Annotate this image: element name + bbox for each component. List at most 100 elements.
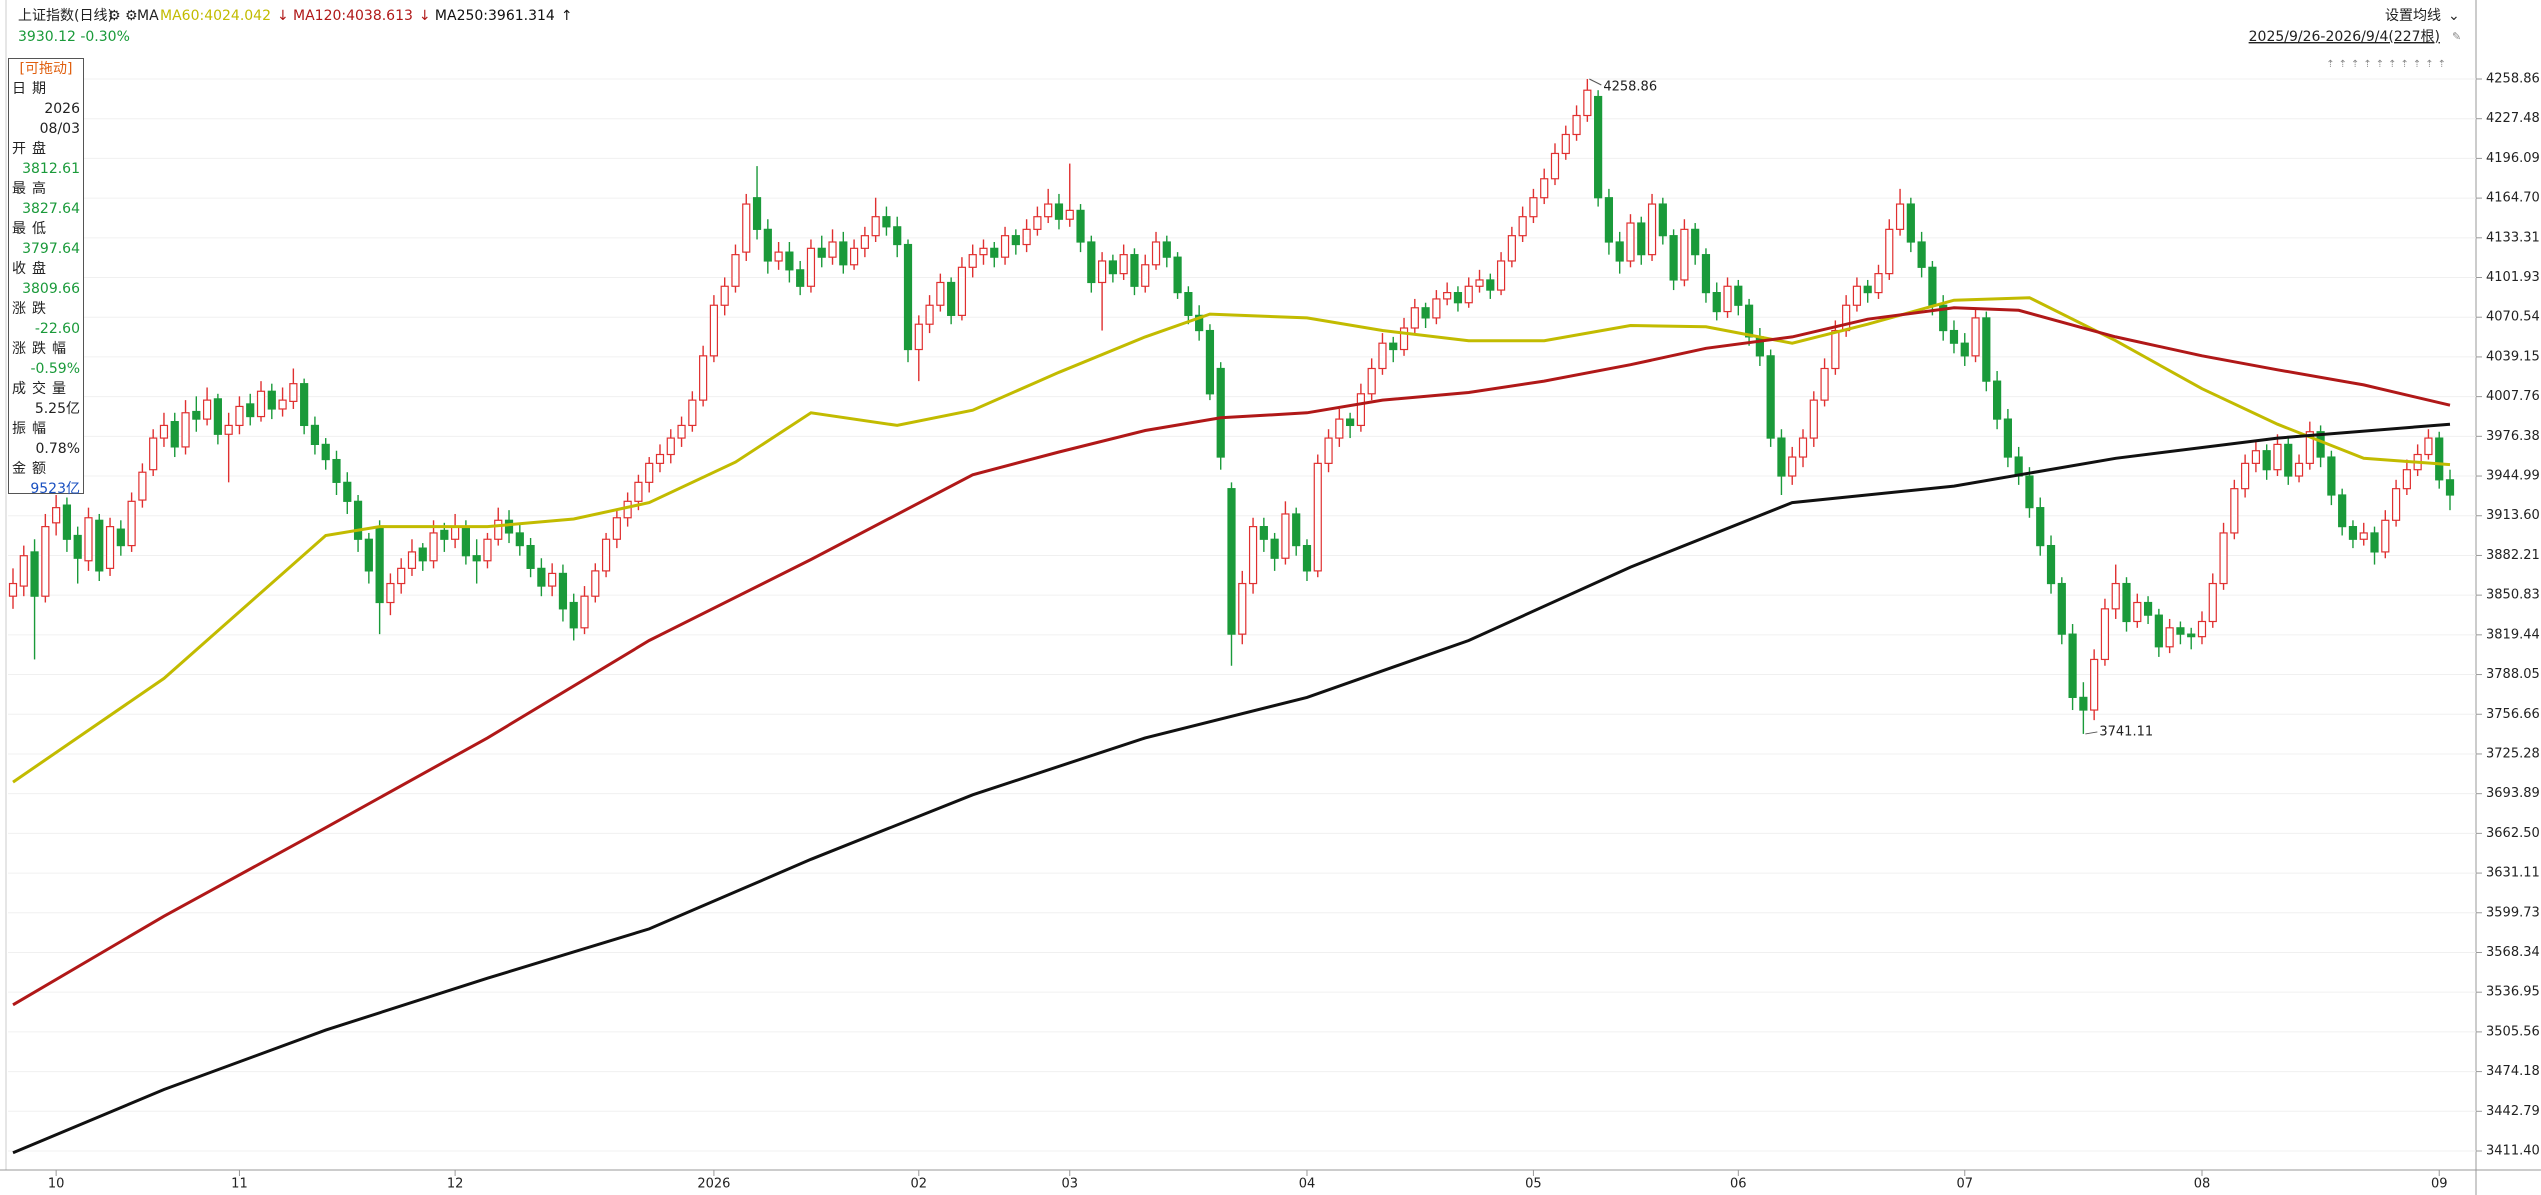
y-tick-label: 3662.50	[2486, 826, 2540, 841]
info-label: 振幅	[12, 421, 52, 437]
candle-body	[1691, 228, 1700, 256]
candle-body	[8, 582, 18, 597]
candle-body	[1313, 462, 1322, 572]
candle-body	[903, 243, 913, 351]
candle-body	[1195, 314, 1204, 332]
candle-body	[1496, 260, 1506, 291]
info-label: 最高	[12, 181, 52, 197]
candle-body	[2359, 532, 2368, 540]
info-label: 日期	[12, 81, 52, 97]
candle-body	[1895, 203, 1905, 230]
y-tick-label: 4070.54	[2486, 310, 2540, 325]
y-tick-label: 4039.15	[2486, 349, 2540, 364]
candle-body	[2046, 544, 2056, 585]
candle-body	[558, 572, 568, 610]
candle-body	[839, 241, 848, 266]
y-tick-label: 4227.48	[2486, 111, 2540, 126]
candle-body	[1594, 95, 1603, 199]
candle-body	[41, 526, 50, 597]
candle-body	[2187, 633, 2196, 638]
candle-body	[2100, 608, 2110, 661]
candle-body	[1680, 228, 1689, 281]
info-value: 2026	[44, 101, 80, 117]
candle-body	[1615, 241, 1624, 262]
x-tick-label: 07	[1956, 1177, 1973, 1192]
candle-body	[677, 424, 686, 439]
candle-body	[2445, 479, 2455, 496]
candle-body	[548, 572, 557, 587]
pin-icon[interactable]: ✎	[2452, 30, 2461, 43]
legend-entry: MA250:3961.314	[435, 8, 555, 24]
candle-body	[1216, 367, 1225, 458]
toolbar-icons[interactable]: ⇡⇡⇡⇡⇡⇡⇡⇡⇡⇡	[2326, 59, 2450, 70]
candle-body	[1378, 342, 1387, 370]
candle-body	[2208, 582, 2217, 623]
candle-body	[1076, 209, 1085, 243]
candle-body	[62, 504, 72, 540]
candle-body	[364, 538, 373, 572]
settings-icons[interactable]: ⚙ ⚙	[108, 8, 138, 24]
candle-body	[267, 390, 276, 410]
candle-body	[1831, 329, 1840, 370]
candle-body	[1885, 228, 1894, 275]
candle-body	[1928, 266, 1937, 306]
candle-body	[2090, 658, 2099, 711]
candle-body	[1367, 367, 1376, 395]
candle-body	[2338, 494, 2347, 528]
info-panel[interactable]: [可拖动] 日期 2026 08/03 开盘 3812.61 最高 3827.64 最低 379…	[8, 58, 84, 497]
info-value: 0.78%	[35, 441, 80, 457]
candle-body	[235, 405, 244, 427]
candle-body	[612, 517, 621, 540]
candle-body	[397, 567, 406, 585]
candle-body	[2251, 450, 2261, 464]
candle-body	[580, 595, 589, 629]
candle-body	[1701, 254, 1711, 294]
candle-body	[1475, 279, 1484, 287]
candle-body	[2241, 462, 2250, 490]
legend-arrow: ↓	[277, 8, 289, 24]
candle-body	[1399, 327, 1409, 351]
candle-body	[321, 443, 330, 461]
candle-body	[1842, 304, 1851, 332]
candle-body	[192, 410, 201, 420]
candle-body	[936, 281, 945, 306]
candle-body	[159, 424, 169, 439]
candle-body	[494, 519, 503, 540]
candle-body	[1550, 152, 1560, 180]
candle-body	[1033, 216, 1042, 230]
candle-body	[1054, 203, 1064, 220]
candle-body	[2154, 614, 2163, 648]
dropdown-icon[interactable]: ⌄	[2448, 8, 2460, 24]
y-tick-label: 4196.09	[2486, 151, 2540, 166]
candle-body	[2294, 462, 2304, 477]
annotation-leader	[1589, 78, 1602, 86]
candle-body	[289, 383, 298, 402]
candle-body	[2036, 507, 2045, 547]
info-label: 开盘	[12, 141, 52, 157]
candle-body	[2305, 431, 2314, 464]
y-tick-label: 3850.83	[2486, 588, 2540, 603]
candle-body	[2391, 488, 2401, 521]
candle-body	[1248, 526, 1258, 585]
candle-body	[461, 526, 470, 557]
candle-body	[1389, 342, 1398, 351]
info-label: 收盘	[12, 261, 52, 277]
x-tick-label: 08	[2194, 1177, 2211, 1192]
info-label: 涨跌幅	[12, 341, 72, 357]
candle-body	[1712, 292, 1721, 313]
y-tick-label: 3976.38	[2486, 429, 2540, 444]
x-tick-label: 06	[1730, 1177, 1747, 1192]
y-tick-label: 4007.76	[2486, 389, 2540, 404]
settings-button[interactable]: 设置均线	[2385, 8, 2441, 24]
candle-body	[1443, 292, 1452, 300]
y-tick-label: 3442.79	[2486, 1104, 2540, 1119]
candle-body	[537, 567, 546, 587]
candle-body	[731, 254, 740, 287]
extreme-label: 3741.11	[2099, 724, 2153, 739]
candle-body	[2003, 418, 2012, 458]
candle-body	[1022, 228, 1031, 246]
candle-body	[1270, 538, 1279, 559]
candle-body	[1583, 89, 1592, 117]
candle-body	[1486, 279, 1495, 291]
